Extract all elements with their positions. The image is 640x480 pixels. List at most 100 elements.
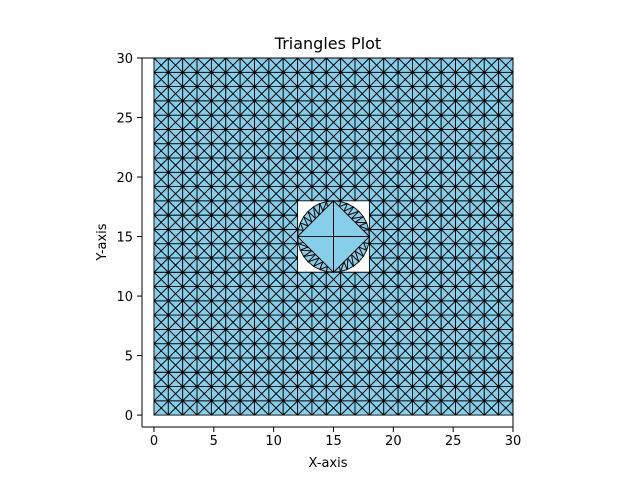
mesh-triangle (412, 328, 421, 345)
mesh-triangle (383, 114, 392, 130)
mesh-triangle (153, 300, 162, 316)
mesh-triangle (282, 214, 291, 230)
mesh-triangle (297, 186, 306, 202)
mesh-triangle (225, 86, 234, 102)
mesh-triangle (254, 386, 263, 402)
mesh-triangle (498, 171, 507, 188)
mesh-triangle (297, 343, 306, 359)
mesh-triangle (297, 357, 306, 373)
mesh-triangle (196, 57, 205, 73)
mesh-triangle (210, 214, 220, 230)
mesh-triangle (440, 128, 449, 145)
mesh-triangle (268, 171, 277, 188)
mesh-triangle (196, 100, 205, 116)
mesh-triangle (268, 300, 277, 316)
mesh-triangle (354, 271, 363, 287)
mesh-triangle (368, 114, 378, 130)
mesh-triangle (167, 257, 176, 273)
mesh-triangle (469, 328, 478, 345)
mesh-triangle (182, 371, 191, 387)
axes (141, 57, 514, 428)
mesh-triangle (426, 186, 435, 202)
mesh-triangle (325, 386, 334, 402)
mesh-triangle (268, 200, 277, 216)
mesh-triangle (153, 114, 162, 130)
mesh-triangle (498, 100, 507, 116)
mesh-triangle (268, 400, 277, 416)
mesh-triangle (383, 200, 392, 216)
mesh-triangle (340, 71, 349, 88)
mesh-triangle (397, 400, 406, 416)
mesh-triangle (239, 214, 248, 230)
mesh-triangle (268, 71, 277, 88)
x-tick-label: 0 (150, 434, 158, 449)
mesh-triangle (440, 286, 449, 302)
mesh-triangle (254, 300, 263, 316)
mesh-triangle (239, 286, 248, 302)
mesh-triangle (225, 386, 234, 402)
mesh-triangle (426, 57, 435, 73)
mesh-triangle (455, 357, 464, 373)
mesh-triangle (412, 300, 421, 316)
mesh-triangle (498, 143, 507, 159)
mesh-triangle (239, 157, 248, 173)
mesh-triangle (225, 157, 234, 173)
mesh-triangle (397, 343, 406, 359)
mesh-triangle (167, 271, 176, 287)
mesh-triangle (268, 157, 277, 173)
mesh-triangle (254, 314, 263, 330)
mesh-triangle (325, 371, 334, 387)
mesh-triangle (455, 257, 464, 273)
mesh-triangle (325, 357, 334, 373)
mesh-triangle (282, 328, 291, 345)
mesh-triangle (426, 200, 435, 216)
mesh-triangle (455, 343, 464, 359)
mesh-triangle (412, 243, 421, 259)
mesh-triangle (455, 86, 464, 102)
mesh-triangle (455, 143, 464, 159)
mesh-triangle (368, 143, 378, 159)
mesh-triangle (426, 343, 435, 359)
mesh-triangle (268, 386, 277, 402)
mesh-triangle (383, 100, 392, 116)
mesh-triangle (196, 328, 205, 345)
mesh-triangle (368, 157, 378, 173)
mesh-triangle (239, 71, 248, 88)
mesh-triangle (297, 286, 306, 302)
mesh-triangle (440, 171, 449, 188)
mesh-triangle (483, 143, 492, 159)
mesh-triangle (225, 171, 234, 188)
mesh-triangle (210, 343, 220, 359)
x-tick-label: 25 (445, 434, 462, 449)
mesh-triangle (182, 343, 191, 359)
mesh-triangle (498, 57, 507, 73)
mesh-triangle (254, 328, 263, 345)
mesh-triangle (282, 100, 291, 116)
mesh-triangle (182, 228, 191, 245)
mesh-triangle (268, 228, 277, 245)
mesh-triangle (412, 200, 421, 216)
mesh-triangle (239, 271, 248, 287)
y-tick-label: 30 (116, 52, 133, 67)
mesh-triangle (455, 400, 464, 416)
mesh-triangle (440, 114, 449, 130)
mesh-triangle (225, 71, 234, 88)
mesh-triangle (455, 271, 464, 287)
mesh-triangle (210, 286, 220, 302)
mesh-triangle (167, 186, 176, 202)
mesh-triangle (167, 100, 176, 116)
mesh-triangle (254, 343, 263, 359)
mesh-triangle (297, 314, 306, 330)
mesh-triangle (455, 171, 464, 188)
mesh-triangle (239, 371, 248, 387)
mesh-triangle (455, 100, 464, 116)
mesh-triangle (282, 386, 291, 402)
mesh-triangle (469, 343, 478, 359)
mesh-triangle (182, 171, 191, 188)
mesh-triangle (498, 371, 507, 387)
mesh-triangle (254, 257, 263, 273)
mesh-triangle (412, 128, 421, 145)
mesh-triangle (469, 300, 478, 316)
mesh-triangle (153, 228, 162, 245)
mesh-triangle (325, 271, 334, 287)
